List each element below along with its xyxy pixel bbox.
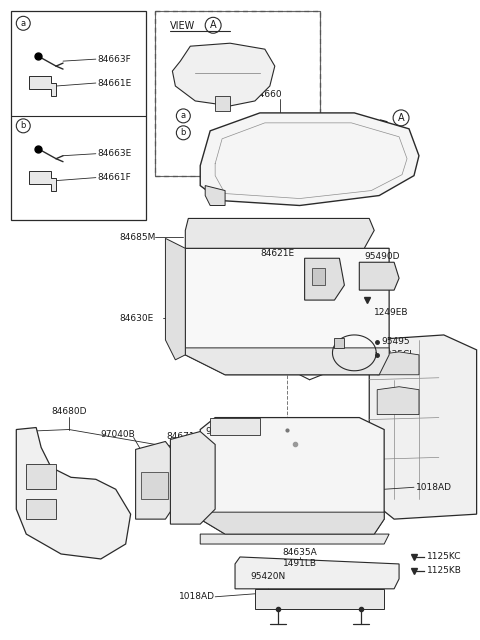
Text: a: a — [21, 19, 26, 28]
Text: b: b — [180, 128, 186, 138]
Text: 97010D: 97010D — [160, 445, 195, 454]
Polygon shape — [377, 352, 419, 375]
Text: 1249EB: 1249EB — [374, 308, 408, 317]
Polygon shape — [200, 512, 384, 534]
Text: 84663F: 84663F — [98, 54, 132, 63]
Polygon shape — [235, 557, 399, 589]
Text: b: b — [21, 122, 26, 131]
Bar — [156, 12, 320, 175]
Polygon shape — [305, 259, 344, 300]
Polygon shape — [312, 268, 324, 285]
Text: 84635A: 84635A — [282, 548, 317, 557]
Text: 84680D: 84680D — [51, 407, 87, 416]
Polygon shape — [16, 428, 131, 559]
Text: 1018AD: 1018AD — [179, 592, 215, 602]
Text: 1018AD: 1018AD — [416, 483, 452, 492]
Text: 84663E: 84663E — [98, 149, 132, 158]
Text: 84661F: 84661F — [98, 173, 132, 182]
Polygon shape — [200, 113, 419, 205]
Polygon shape — [200, 417, 384, 534]
Polygon shape — [255, 589, 384, 609]
Text: VIEW: VIEW — [170, 21, 196, 31]
Text: 1125KB: 1125KB — [427, 566, 462, 575]
Text: 1491LB: 1491LB — [283, 559, 317, 568]
Polygon shape — [360, 262, 399, 290]
Polygon shape — [12, 12, 145, 220]
Polygon shape — [210, 417, 260, 435]
Polygon shape — [185, 218, 374, 248]
Text: 97040B: 97040B — [101, 430, 136, 439]
Polygon shape — [29, 171, 56, 191]
Text: 97040C: 97040C — [205, 427, 240, 436]
Text: 1125KC: 1125KC — [427, 552, 461, 561]
Text: 84661E: 84661E — [98, 79, 132, 88]
Text: 84621E: 84621E — [261, 249, 295, 258]
Text: 84685M: 84685M — [119, 233, 156, 242]
Polygon shape — [26, 499, 56, 519]
Text: 1335CJ: 1335CJ — [381, 350, 413, 359]
Text: A: A — [210, 20, 216, 30]
Polygon shape — [156, 12, 320, 175]
Text: a: a — [181, 111, 186, 120]
Polygon shape — [185, 248, 389, 375]
Text: 95490D: 95490D — [364, 252, 400, 260]
Text: 84660: 84660 — [253, 90, 282, 99]
Polygon shape — [185, 348, 389, 375]
Polygon shape — [172, 44, 275, 106]
Polygon shape — [200, 534, 389, 544]
Polygon shape — [185, 248, 364, 255]
Polygon shape — [156, 12, 320, 175]
Polygon shape — [335, 338, 344, 348]
Polygon shape — [215, 96, 230, 111]
Text: 84671: 84671 — [167, 432, 195, 441]
Text: 95495: 95495 — [381, 337, 410, 346]
Polygon shape — [29, 76, 56, 96]
Polygon shape — [205, 186, 225, 205]
Polygon shape — [166, 238, 185, 360]
Text: A: A — [398, 113, 404, 123]
Polygon shape — [26, 465, 56, 489]
Polygon shape — [170, 431, 215, 524]
Text: 95420N: 95420N — [250, 572, 286, 581]
Polygon shape — [377, 387, 419, 415]
Polygon shape — [369, 335, 477, 519]
Polygon shape — [136, 442, 175, 519]
Text: 84630E: 84630E — [119, 314, 154, 323]
Polygon shape — [141, 472, 168, 499]
